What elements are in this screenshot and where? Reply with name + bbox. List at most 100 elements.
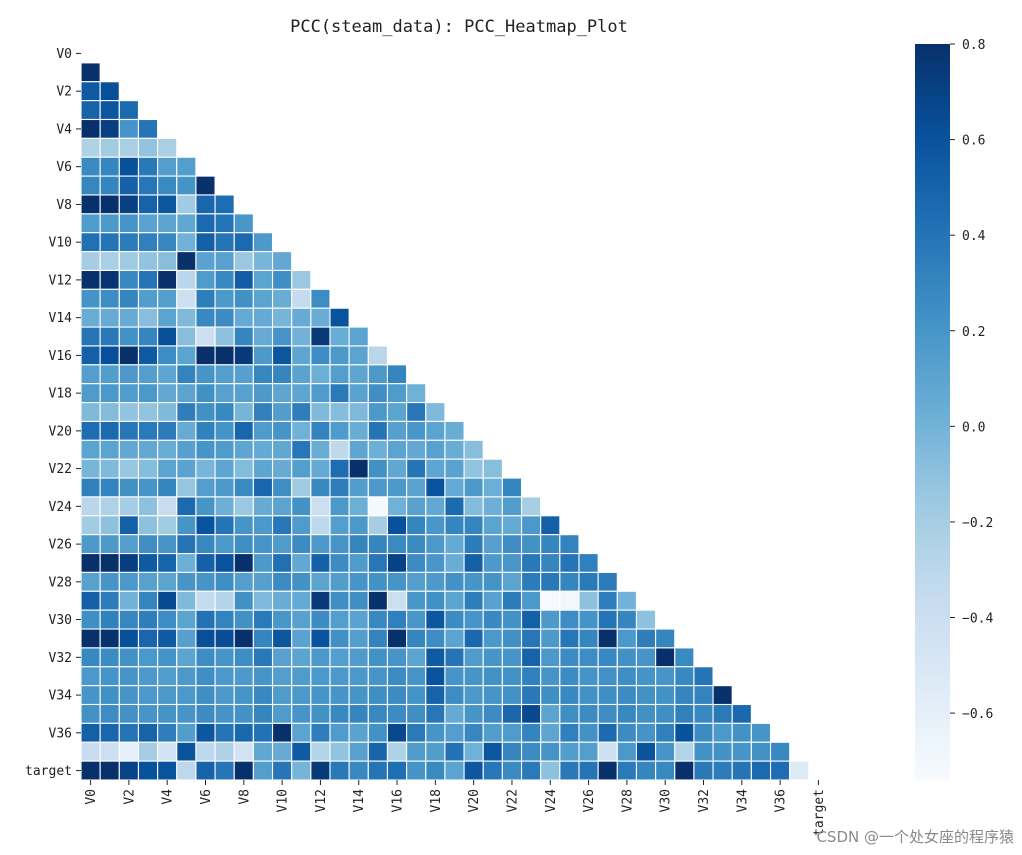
heatmap-cell: [137, 685, 159, 706]
heatmap-cell: [635, 703, 657, 724]
heatmap-cell: [271, 251, 293, 272]
heatmap-cell: [99, 760, 120, 781]
y-tick-label: V18: [49, 387, 72, 402]
heatmap-cell: [176, 477, 197, 498]
heatmap-cell: [233, 288, 254, 309]
heatmap-cell: [252, 439, 274, 460]
heatmap-cell: [157, 269, 178, 290]
heatmap-cell: [769, 741, 791, 762]
heatmap-cell: [559, 703, 580, 724]
heatmap-cell: [501, 552, 523, 573]
heatmap-cell: [195, 647, 216, 668]
heatmap-cell: [80, 213, 101, 234]
heatmap-cell: [329, 383, 350, 404]
heatmap-cell: [540, 685, 561, 706]
heatmap-cell: [501, 515, 523, 536]
heatmap-cell: [80, 439, 101, 460]
heatmap-cell: [425, 685, 446, 706]
heatmap-cell: [252, 609, 274, 630]
heatmap-cell: [80, 741, 101, 762]
heatmap-cell: [137, 458, 159, 479]
heatmap-cell: [157, 628, 178, 649]
heatmap-cell: [99, 100, 120, 121]
heatmap-cell: [137, 552, 159, 573]
heatmap-cell: [137, 534, 159, 555]
heatmap-cell: [214, 685, 235, 706]
heatmap-cell: [674, 703, 695, 724]
heatmap-cell: [157, 420, 178, 441]
heatmap-cell: [271, 364, 293, 385]
heatmap-cell: [252, 251, 274, 272]
heatmap-cell: [157, 175, 178, 196]
heatmap-cell: [214, 251, 235, 272]
heatmap-cell: [674, 666, 695, 687]
heatmap-cell: [310, 552, 331, 573]
heatmap-cell: [271, 628, 293, 649]
heatmap-cell: [310, 760, 331, 781]
heatmap-cell: [291, 571, 312, 592]
heatmap-cell: [291, 609, 312, 630]
heatmap-cell: [80, 288, 101, 309]
heatmap-cell: [214, 552, 235, 573]
heatmap-cell: [137, 590, 159, 611]
heatmap-cell: [233, 515, 254, 536]
heatmap-cell: [195, 402, 216, 422]
heatmap-cell: [425, 628, 446, 649]
heatmap-cell: [291, 269, 312, 290]
heatmap-cell: [291, 515, 312, 536]
heatmap-cell: [157, 156, 178, 177]
heatmap-cell: [214, 402, 235, 422]
heatmap-cell: [252, 628, 274, 649]
heatmap-cell: [195, 326, 216, 347]
heatmap-cell: [616, 609, 638, 630]
heatmap-cell: [367, 760, 389, 781]
heatmap-cell: [195, 552, 216, 573]
heatmap-cell: [80, 156, 101, 177]
heatmap-cell: [80, 458, 101, 479]
heatmap-cell: [329, 345, 350, 366]
heatmap-cell: [252, 515, 274, 536]
heatmap-cell: [482, 515, 503, 536]
heatmap-cell: [425, 609, 446, 630]
heatmap-cell: [157, 685, 178, 706]
heatmap-cell: [386, 420, 408, 441]
heatmap-cell: [291, 590, 312, 611]
heatmap-cell: [559, 571, 580, 592]
heatmap-cell: [444, 571, 465, 592]
y-tick-label: V16: [49, 349, 72, 364]
heatmap-cell: [137, 722, 159, 743]
heatmap-cell: [463, 628, 484, 649]
heatmap-cell: [214, 703, 235, 724]
colorbar-tick-label: −0.2: [962, 516, 993, 531]
heatmap-cell: [310, 458, 331, 479]
heatmap-cell: [137, 326, 159, 347]
heatmap-cell: [731, 760, 752, 781]
heatmap-cell: [252, 647, 274, 668]
heatmap-cell: [233, 251, 254, 272]
heatmap-cell: [252, 590, 274, 611]
heatmap-cell: [99, 741, 120, 762]
heatmap-cell: [233, 458, 254, 479]
x-tick-label: V8: [237, 789, 252, 805]
heatmap-cell: [291, 326, 312, 347]
heatmap-cell: [233, 552, 254, 573]
heatmap-cell: [137, 666, 159, 687]
heatmap-cell: [444, 552, 465, 573]
heatmap-cell: [214, 420, 235, 441]
heatmap-cell: [310, 439, 331, 460]
heatmap-cell: [137, 420, 159, 441]
heatmap-cell: [425, 741, 446, 762]
heatmap-cell: [463, 458, 484, 479]
heatmap-cell: [214, 496, 235, 517]
heatmap-cell: [195, 251, 216, 272]
heatmap-cell: [367, 477, 389, 498]
heatmap-cell: [750, 760, 772, 781]
heatmap-cell: [291, 477, 312, 498]
heatmap-cell: [80, 722, 101, 743]
heatmap-cell: [329, 590, 350, 611]
heatmap-cell: [271, 571, 293, 592]
heatmap-cell: [559, 590, 580, 611]
y-axis: V0 V2 V4 V6 V8 V10 V12 V14 V16 V18 V20 V22 V24 V26 V28…: [25, 47, 81, 779]
heatmap-cell: [233, 269, 254, 290]
heatmap-cell: [137, 194, 159, 215]
